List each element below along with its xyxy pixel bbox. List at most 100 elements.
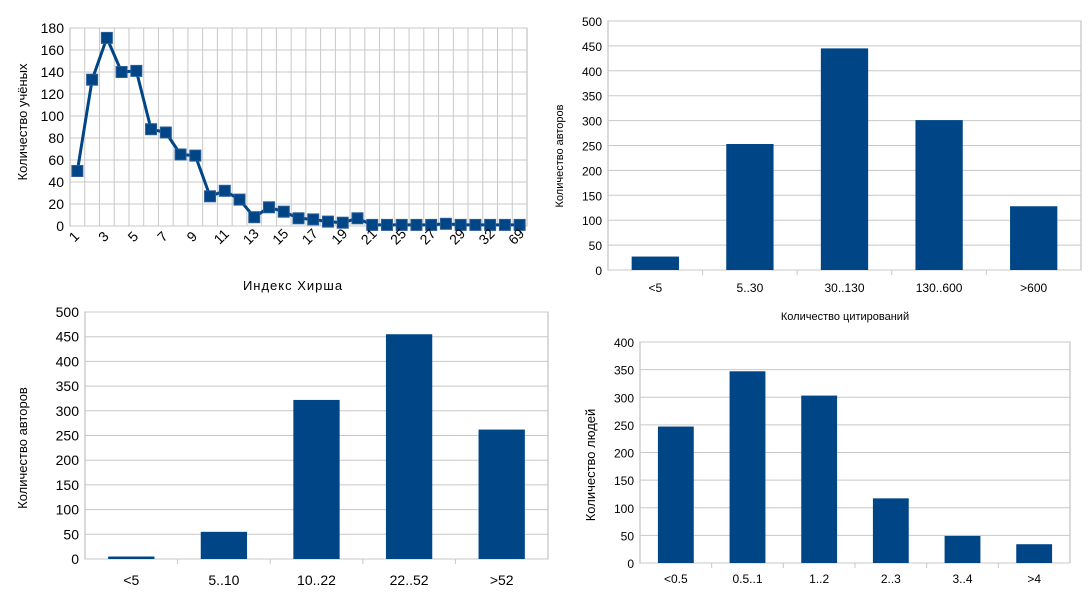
chart2-y-tick-label: 400: [582, 65, 602, 79]
chart4-bar: [872, 498, 909, 563]
chart4-y-tick-label: 200: [614, 447, 634, 461]
chart4-bar: [657, 426, 694, 563]
chart2-x-tick-label: >600: [1020, 281, 1047, 295]
chart1-data-point: [484, 218, 497, 231]
chart1-x-tick-label: 11: [210, 226, 232, 248]
chart1-y-axis-title: Количество учёных: [15, 63, 30, 180]
chart1-data-point: [263, 201, 276, 214]
chart1-data-point: [71, 165, 84, 177]
chart1-x-tick-label: 3: [95, 228, 112, 245]
chart1-x-tick-label: 7: [154, 228, 171, 245]
chart1-data-point: [86, 73, 99, 86]
chart1-x-tick-label: 13: [240, 225, 262, 247]
chart4-y-tick-label: 100: [614, 502, 634, 516]
chart3-y-axis-title: Количество авторов: [15, 387, 30, 509]
chart4-y-tick-label: 350: [614, 364, 634, 378]
chart1-data-point: [204, 190, 217, 203]
chart4-bar: [801, 395, 838, 563]
chart2-x-axis-title: Количество цитирований: [781, 311, 909, 323]
chart4-bar: [729, 371, 766, 563]
chart2-y-tick-label: 300: [582, 115, 602, 129]
chart3-y-tick-label: 400: [56, 353, 80, 369]
chart3-y-tick-label: 500: [56, 304, 80, 320]
chart3-bar: [293, 399, 340, 559]
chart3-y-tick-label: 200: [56, 452, 80, 468]
chart4-y-tick-label: 300: [614, 391, 634, 405]
chart4-y-axis-title: Количество людей: [583, 409, 598, 522]
chart3-y-tick-label: 150: [56, 477, 80, 493]
chart1-y-tick-label: 40: [48, 174, 64, 190]
chart1-y-tick-label: 0: [56, 218, 64, 234]
chart1-data-point: [454, 218, 467, 231]
chart3-y-tick-label: 450: [56, 329, 80, 345]
chart1-data-point: [248, 211, 261, 224]
chart1-data-point: [233, 193, 246, 206]
chart3-x-tick-label: 10..22: [297, 572, 336, 588]
chart4-y-tick-label: 50: [621, 529, 635, 543]
chart3-x-tick-label: <5: [123, 572, 139, 588]
chart2-bar: [726, 144, 774, 270]
chart2-y-tick-label: 100: [582, 214, 602, 228]
chart3-y-tick-label: 0: [71, 551, 79, 567]
chart1-data-point: [292, 212, 305, 225]
chart1-y-tick-label: 80: [48, 130, 64, 146]
chart3-bar: [385, 334, 433, 559]
chart1-data-point: [100, 31, 113, 44]
chart2-y-tick-label: 50: [589, 239, 603, 253]
chart1-y-tick-label: 60: [48, 152, 64, 168]
chart1-data-point: [159, 126, 172, 139]
chart1-data-point: [439, 217, 452, 230]
chart2-x-tick-label: 30..130: [824, 281, 864, 295]
chart1-data-point: [115, 66, 128, 78]
chart1-data-point: [498, 218, 511, 231]
chart4-y-tick-label: 250: [614, 419, 634, 433]
chart1-data-point: [145, 123, 158, 136]
chart1-data-point: [189, 149, 202, 162]
chart1-data-point: [380, 218, 393, 231]
chart2-x-tick-label: 130..600: [916, 281, 963, 295]
chart1-x-tick-label: 5: [124, 228, 141, 245]
people-bar-chart: Количество людей 0 50 100 150 200 250 300 350 40…: [583, 336, 1071, 586]
chart1-x-tick-label: 9: [183, 228, 200, 245]
chart3-x-tick-label: 5..10: [208, 572, 239, 588]
chart1-data-point: [130, 64, 143, 77]
chart3-bar: [200, 531, 248, 559]
chart1-x-tick-label: 15: [269, 225, 291, 247]
chart2-y-tick-label: 0: [595, 264, 602, 278]
chart4-x-tick-label: <0.5: [664, 572, 688, 586]
chart1-y-tick-label: 100: [41, 108, 65, 124]
chart1-y-tick-label: 20: [48, 196, 64, 212]
chart4-y-tick-label: 0: [627, 557, 634, 571]
chart1-plot-frame: [69, 27, 528, 227]
chart4-y-tick-label: 150: [614, 474, 634, 488]
chart2-y-tick-label: 150: [582, 189, 602, 203]
chart1-data-point: [277, 205, 290, 218]
citations-bar-chart: Количество авторов Количество цитировани…: [554, 15, 1082, 323]
chart2-bar: [915, 120, 963, 271]
chart2-y-axis-title: Количество авторов: [554, 104, 566, 207]
chart4-x-tick-label: 2..3: [881, 572, 901, 586]
chart1-y-tick-label: 120: [41, 86, 65, 102]
chart3-x-tick-label: >52: [490, 572, 514, 588]
chart4-bar: [944, 535, 981, 563]
chart4-x-tick-label: 3..4: [952, 572, 972, 586]
chart2-bar: [820, 48, 869, 270]
chart1-data-point: [174, 148, 187, 161]
chart1-x-tick-label: 1: [65, 228, 82, 245]
chart1-data-point: [410, 218, 423, 231]
chart1-x-tick-label: 17: [299, 225, 321, 247]
chart3-bar: [108, 556, 155, 559]
chart1-y-tick-label: 180: [41, 20, 65, 36]
chart2-bar: [1010, 206, 1058, 270]
chart1-data-point: [366, 218, 379, 231]
chart1-data-point: [425, 218, 438, 231]
authors-bar-chart: Количество авторов 0 50 100 150 200 250 300 350…: [15, 304, 549, 588]
chart1-data-point: [336, 216, 349, 229]
chart4-x-tick-label: 0.5..1: [732, 572, 762, 586]
chart2-y-tick-label: 200: [582, 164, 602, 178]
chart3-y-tick-label: 100: [56, 502, 80, 518]
chart1-x-axis-title: Индекс Хирша: [243, 278, 343, 293]
chart1-data-point: [513, 218, 526, 231]
chart2-y-tick-label: 500: [582, 15, 602, 29]
